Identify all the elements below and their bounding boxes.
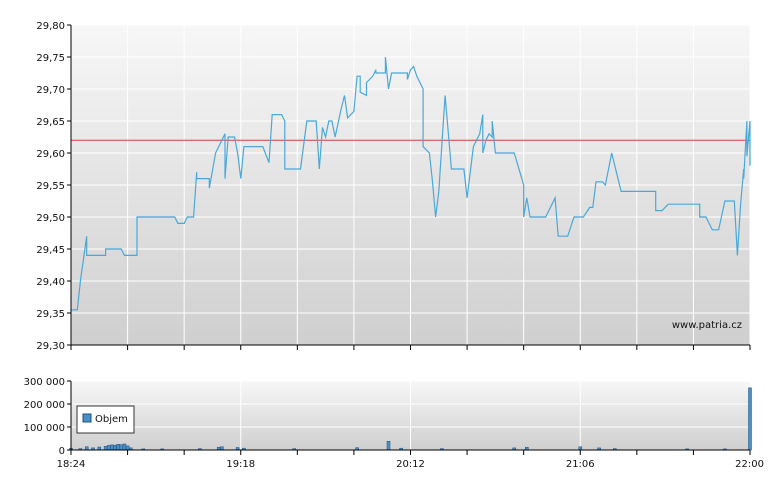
x-tick-label: 18:24 [57, 459, 86, 470]
volume-legend: Objem [76, 405, 135, 434]
volume-y-tick-label: 100 000 [24, 423, 65, 434]
volume-bar [119, 444, 124, 451]
price-y-tick-label: 29,70 [36, 85, 65, 96]
volume-axes [67, 380, 751, 455]
price-y-tick-label: 29,60 [36, 149, 65, 160]
price-y-tick-label: 29,50 [36, 213, 65, 224]
volume-bar [386, 441, 391, 451]
x-tick-label: 22:00 [735, 459, 764, 470]
volume-bar [110, 444, 114, 451]
volume-bar [125, 445, 130, 451]
volume-bar [106, 445, 111, 451]
price-axes [67, 24, 751, 350]
volume-y-tick-label: 300 000 [24, 377, 65, 388]
price-grid [70, 24, 751, 346]
price-y-tick-label: 29,30 [36, 341, 65, 352]
watermark: www.patria.cz [672, 320, 742, 331]
x-tick-label: 21:06 [566, 459, 595, 470]
price-series-line [71, 56, 751, 311]
x-tick-label: 19:18 [226, 459, 255, 470]
x-tick-labels: 18:24 19:18 20:12 21:06 22:00 [57, 459, 764, 470]
volume-y-tick-label: 200 000 [24, 400, 65, 411]
volume-bar [103, 446, 108, 451]
price-y-tick-label: 29,45 [36, 245, 65, 256]
volume-bar [748, 387, 752, 451]
price-y-tick-label: 29,55 [36, 181, 65, 192]
volume-panel: 0 100 000 200 000 300 000 18:24 19:18 20:12 21… [24, 377, 764, 470]
volume-bar [113, 444, 117, 451]
volume-y-tick-labels: 0 100 000 200 000 300 000 [24, 377, 65, 457]
x-tick-label: 20:12 [396, 459, 425, 470]
price-y-tick-label: 29,80 [36, 21, 65, 32]
legend-swatch-volume [82, 413, 92, 423]
price-y-tick-label: 29,65 [36, 117, 65, 128]
volume-y-tick-label: 0 [59, 446, 65, 457]
legend-label-volume: Objem [95, 414, 128, 425]
price-y-tick-label: 29,40 [36, 277, 65, 288]
volume-bar [122, 443, 127, 451]
price-y-tick-label: 29,35 [36, 309, 65, 320]
volume-bar [116, 444, 120, 451]
price-y-tick-labels: 29,30 29,35 29,40 29,45 29,50 29,55 29,60 29,65… [36, 21, 65, 352]
price-panel: 29,30 29,35 29,40 29,45 29,50 29,55 29,60 29,65… [36, 21, 751, 352]
price-y-tick-label: 29,75 [36, 53, 65, 64]
